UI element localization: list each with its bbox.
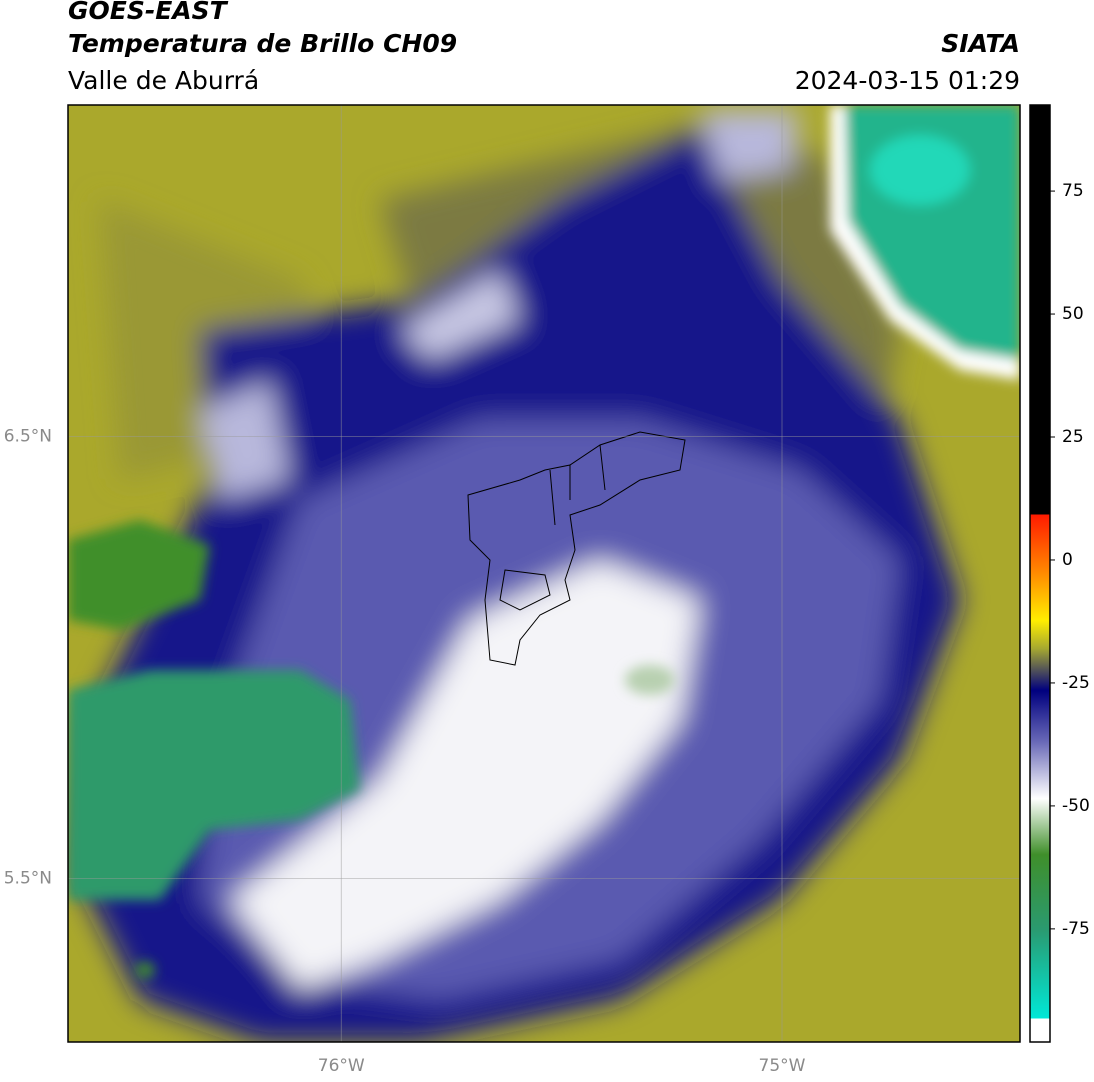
satellite-image	[68, 105, 1020, 1042]
colorbar-tick-label: 25	[1062, 427, 1084, 447]
colorbar	[1029, 104, 1051, 1043]
colorbar-tick-label: -50	[1062, 796, 1090, 816]
colorbar-tick-label: 0	[1062, 550, 1073, 570]
colorbar-tick-label: -25	[1062, 673, 1090, 693]
map-frame	[67, 104, 1021, 1043]
colorbar-tick-label: 50	[1062, 304, 1084, 324]
region: Valle de Aburrá	[68, 66, 259, 95]
subtitle: Temperatura de Brillo CH09	[68, 29, 457, 58]
municipality-outlines	[467, 431, 686, 666]
timestamp: 2024-03-15 01:29	[795, 66, 1020, 95]
y-tick-label: 6.5°N	[4, 426, 52, 446]
x-tick-label: 75°W	[759, 1056, 806, 1076]
y-tick-label: 5.5°N	[4, 868, 52, 888]
colorbar-tick-label: 75	[1062, 181, 1084, 201]
x-tick-label: 76°W	[318, 1056, 365, 1076]
title: GOES-EAST	[68, 0, 229, 25]
colorbar-tick-label: -75	[1062, 919, 1090, 939]
source: SIATA	[941, 29, 1020, 58]
